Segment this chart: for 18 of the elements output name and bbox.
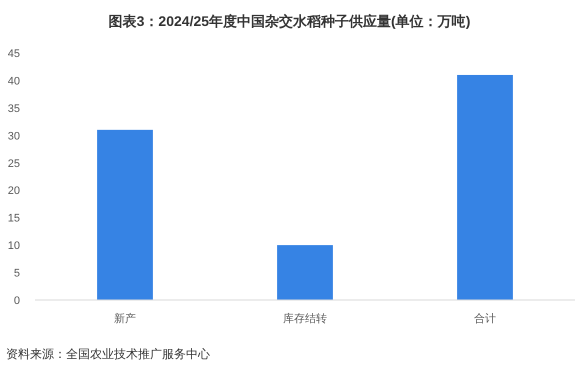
- y-tick-label: 0: [14, 295, 20, 307]
- bar: [457, 74, 513, 300]
- y-tick-label: 30: [8, 130, 20, 142]
- y-tick-label: 20: [8, 185, 20, 198]
- x-tick-label: 库存结转: [283, 312, 327, 325]
- y-tick-label: 45: [8, 48, 20, 60]
- y-tick-label: 35: [8, 102, 20, 115]
- x-tick-label: 新产: [114, 312, 136, 325]
- y-tick-label: 15: [8, 212, 20, 225]
- chart-title: 图表3：2024/25年度中国杂交水稻种子供应量(单位：万吨): [108, 13, 470, 29]
- y-tick-label: 5: [14, 268, 20, 280]
- bar: [97, 130, 153, 300]
- text: 资料来源：全国农业技术推广服务中心: [6, 347, 210, 361]
- y-tick-label: 10: [8, 240, 20, 252]
- x-tick-label: 合计: [474, 312, 496, 325]
- y-tick-label: 40: [8, 75, 20, 88]
- bar: [277, 245, 333, 300]
- y-tick-label: 25: [8, 158, 20, 170]
